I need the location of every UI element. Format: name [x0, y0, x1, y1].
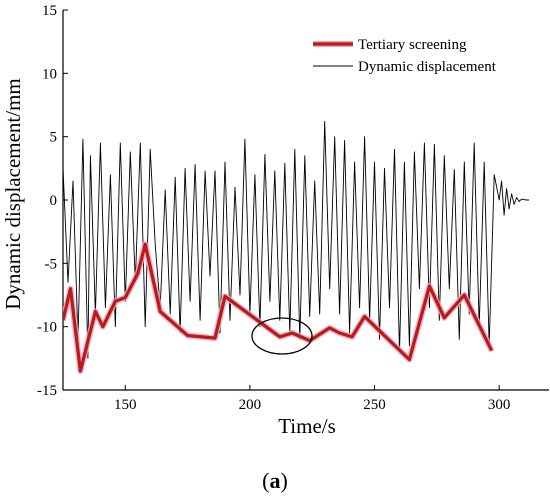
tertiary-screening-glow: [63, 241, 495, 374]
caption-close: ): [281, 468, 288, 493]
y-tick-label: 10: [42, 66, 57, 82]
highlight-ellipse: [251, 317, 313, 355]
x-ticks: 150 200 250 300: [114, 385, 510, 413]
legend-label-tertiary: Tertiary screening: [358, 37, 467, 53]
x-tick-label: 250: [363, 397, 386, 413]
x-tick-label: 150: [114, 397, 137, 413]
dynamic-displacement-line: [63, 121, 530, 359]
legend-label-dynamic: Dynamic displacement: [358, 59, 497, 75]
caption-letter: a: [270, 468, 281, 493]
y-tick-label: 0: [50, 193, 58, 209]
y-tick-label: 15: [42, 3, 57, 19]
caption-open: (: [262, 468, 269, 493]
y-tick-label: -5: [45, 256, 58, 272]
y-tick-label: -10: [37, 320, 57, 336]
x-tick-label: 200: [239, 397, 262, 413]
y-tick-label: -15: [37, 383, 57, 399]
tertiary-screening-line: [63, 242, 494, 373]
y-tick-label: 5: [50, 130, 58, 146]
y-ticks: -15 -10 -5 0 5 10 15: [37, 3, 68, 399]
y-axis-title: Dynamic displacement/mm: [1, 78, 25, 310]
x-axis-title: Time/s: [278, 414, 336, 438]
figure-caption: (a): [262, 468, 288, 493]
legend: Tertiary screening Dynamic displacement: [313, 37, 497, 75]
x-tick-label: 300: [488, 397, 511, 413]
